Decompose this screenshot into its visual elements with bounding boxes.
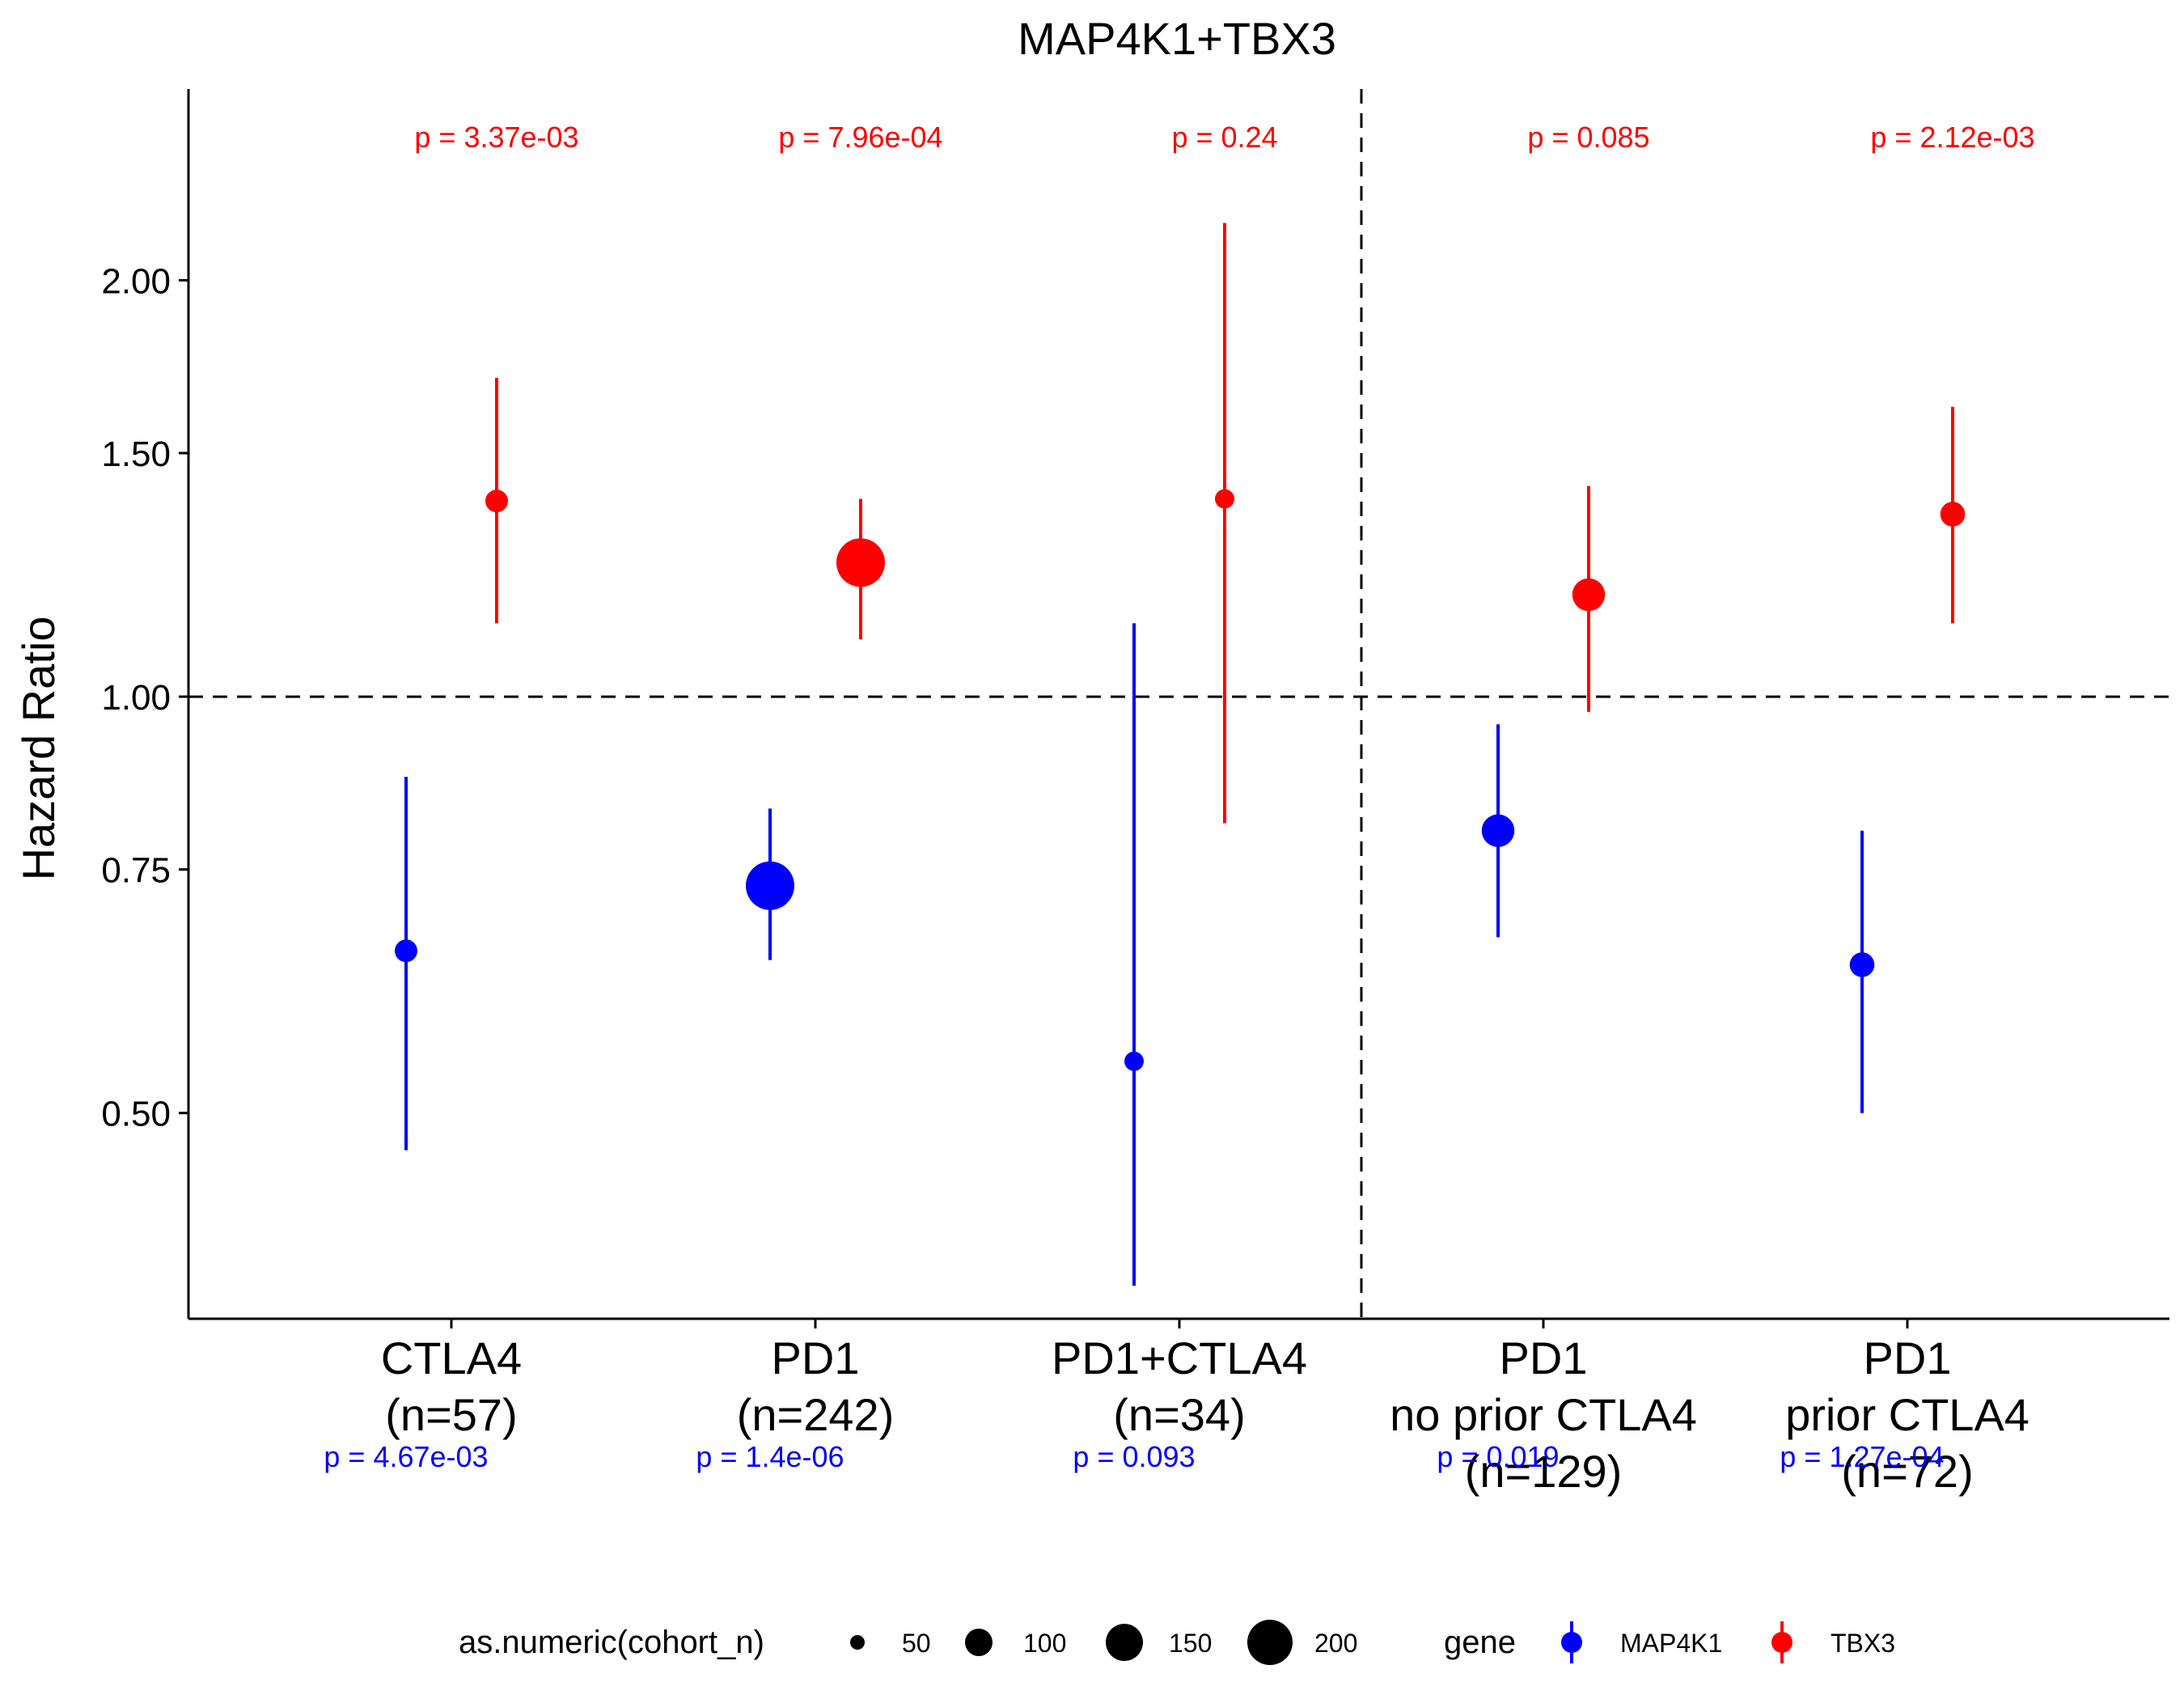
legend-size-title: as.numeric(cohort_n) (459, 1625, 764, 1660)
map4k1-p-value-label: p = 4.67e-03 (324, 1440, 488, 1473)
x-category-label: PD1 (1864, 1333, 1952, 1383)
x-category-label: PD1 (772, 1333, 860, 1383)
y-tick-label: 0.75 (101, 851, 171, 891)
legend-color-label: MAP4K1 (1620, 1629, 1722, 1658)
tbx3-point (1940, 502, 1966, 527)
tbx3-point (485, 489, 508, 513)
x-category-label: PD1+CTLA4 (1052, 1333, 1307, 1383)
legend-size-key (1247, 1620, 1293, 1665)
plot-area: 0.50 0.75 1.00 1.50 2.00 CTLA4 (n=57) PD1 (n=242… (101, 89, 2169, 1497)
x-category-label: no prior CTLA4 (1390, 1389, 1697, 1440)
x-category-label: (n=72) (1841, 1446, 1973, 1497)
legend-color-key-point (1561, 1632, 1582, 1653)
map4k1-point (1124, 1051, 1144, 1071)
legend-color-label: TBX3 (1831, 1629, 1895, 1658)
tbx3-p-value-label: p = 3.37e-03 (414, 121, 578, 154)
legend-size-key (965, 1629, 993, 1656)
tbx3-p-value-label: p = 0.24 (1171, 121, 1277, 154)
y-tick-label: 0.50 (101, 1095, 171, 1134)
chart-title: MAP4K1+TBX3 (1018, 13, 1336, 64)
x-category-label: PD1 (1500, 1333, 1588, 1383)
x-category-label: (n=57) (385, 1389, 517, 1440)
x-category-label: (n=129) (1465, 1446, 1623, 1497)
tbx3-point (836, 538, 885, 587)
legend-color-key-point (1771, 1632, 1792, 1653)
y-tick-label: 1.50 (101, 434, 171, 474)
x-category-label: (n=34) (1113, 1389, 1245, 1440)
map4k1-point (1481, 814, 1515, 847)
y-axis-label: Hazard Ratio (13, 616, 64, 881)
tbx3-point (1572, 578, 1606, 612)
map4k1-p-value-label: p = 0.093 (1073, 1440, 1195, 1473)
legend-size-label: 150 (1169, 1629, 1212, 1658)
legend-color-title: gene (1444, 1625, 1516, 1660)
map4k1-p-value-label: p = 1.4e-06 (696, 1440, 844, 1473)
x-category-label: prior CTLA4 (1785, 1389, 2030, 1440)
map4k1-p-value-label: p = 1.27e-04 (1780, 1440, 1944, 1473)
legend-size-label: 200 (1314, 1629, 1357, 1658)
x-category-label: (n=242) (737, 1389, 895, 1440)
map4k1-point (395, 939, 417, 963)
map4k1-p-value-label: p = 0.019 (1437, 1440, 1559, 1473)
legend-size-key (850, 1635, 865, 1650)
y-tick-label: 1.00 (101, 678, 171, 718)
tbx3-point (1215, 489, 1234, 509)
legend-size-label: 100 (1023, 1629, 1066, 1658)
x-category-label: CTLA4 (381, 1333, 522, 1383)
tbx3-p-value-label: p = 0.085 (1527, 121, 1649, 154)
legend-size-key (1106, 1624, 1143, 1661)
y-tick-label: 2.00 (101, 261, 171, 301)
legend: as.numeric(cohort_n) 50 100 150 200 gene MAP4K… (459, 1620, 1895, 1665)
tbx3-p-value-label: p = 7.96e-04 (778, 121, 942, 154)
tbx3-p-value-label: p = 2.12e-03 (1870, 121, 2034, 154)
legend-size-label: 50 (902, 1629, 931, 1658)
map4k1-point (746, 861, 794, 910)
map4k1-point (1849, 952, 1875, 977)
